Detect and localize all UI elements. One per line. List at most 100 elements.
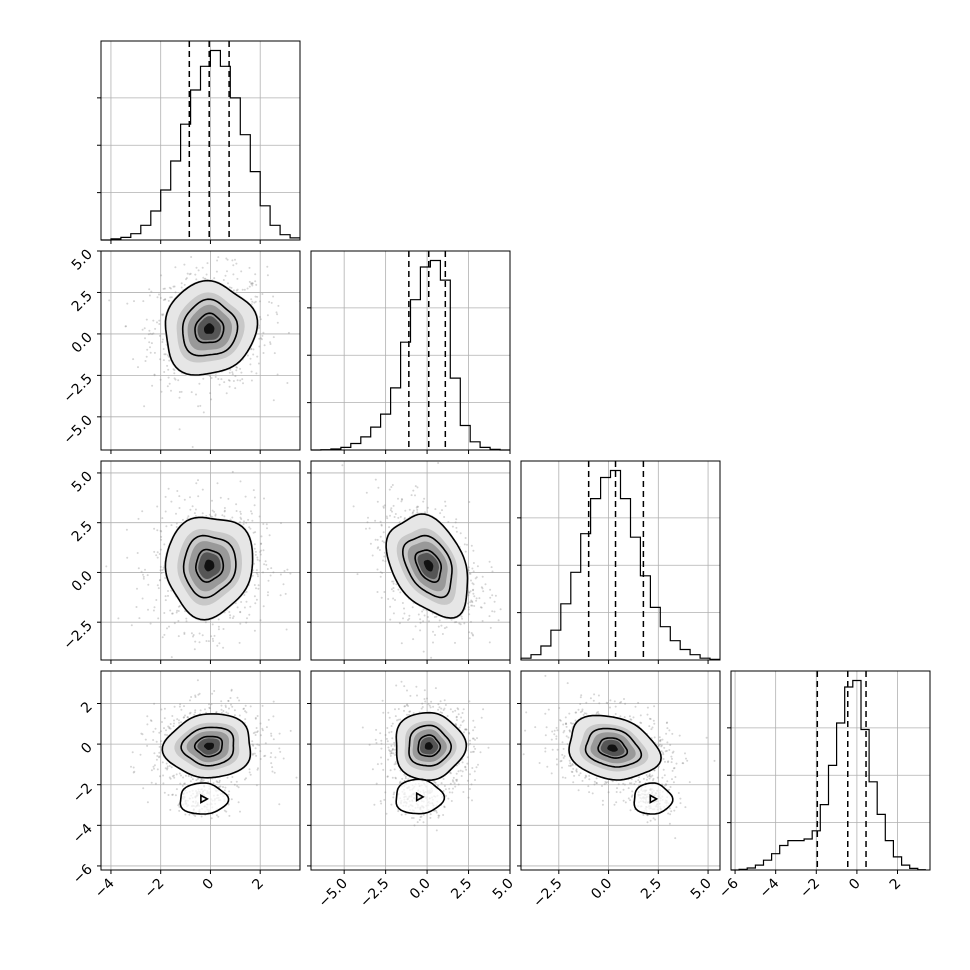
scatter-point bbox=[197, 405, 200, 408]
scatter-point bbox=[454, 641, 456, 644]
scatter-point bbox=[388, 749, 391, 752]
scatter-point bbox=[190, 391, 193, 394]
scatter-point bbox=[391, 510, 393, 513]
scatter-point bbox=[173, 722, 175, 725]
scatter-point bbox=[409, 710, 412, 713]
scatter-point bbox=[258, 744, 261, 747]
scatter-point bbox=[168, 625, 170, 628]
scatter-point bbox=[167, 594, 169, 597]
scatter-point bbox=[239, 611, 242, 614]
scatter-point bbox=[460, 716, 463, 719]
scatter-point bbox=[237, 786, 240, 789]
scatter-point bbox=[437, 462, 440, 464]
scatter-point bbox=[251, 743, 254, 746]
scatter-point bbox=[146, 723, 149, 726]
scatter-point bbox=[218, 785, 221, 788]
hist-panel-3 bbox=[727, 670, 931, 874]
scatter-point bbox=[470, 751, 472, 754]
scatter-point bbox=[451, 779, 454, 782]
contour-0 bbox=[193, 735, 223, 758]
scatter-point bbox=[389, 618, 392, 621]
scatter-point bbox=[459, 769, 462, 772]
scatter-point bbox=[235, 262, 238, 265]
scatter-point bbox=[230, 798, 233, 801]
scatter-point bbox=[195, 278, 198, 281]
scatter-point bbox=[399, 591, 402, 594]
scatter-point bbox=[216, 259, 219, 262]
scatter-point bbox=[259, 758, 262, 760]
scatter-point bbox=[259, 316, 261, 318]
scatter-point bbox=[391, 484, 394, 486]
scatter-point bbox=[191, 446, 194, 448]
scatter-point bbox=[412, 712, 415, 715]
scatter-point bbox=[242, 523, 245, 525]
scatter-point bbox=[169, 609, 172, 612]
scatter-point bbox=[393, 768, 396, 771]
scatter-point bbox=[228, 707, 230, 710]
scatter-point bbox=[172, 774, 175, 777]
scatter-point bbox=[200, 778, 203, 781]
scatter-point bbox=[140, 732, 143, 735]
scatter-point bbox=[366, 521, 369, 524]
scatter-point bbox=[145, 355, 148, 358]
scatter-point bbox=[160, 390, 163, 393]
scatter-point bbox=[251, 300, 254, 303]
scatter-point bbox=[442, 814, 445, 816]
scatter-point bbox=[256, 573, 259, 576]
scatter-point bbox=[184, 774, 187, 777]
scatter-point bbox=[272, 295, 275, 298]
scatter-point bbox=[170, 500, 173, 503]
scatter-point bbox=[394, 776, 397, 779]
scatter-point bbox=[149, 719, 152, 722]
scatter-point bbox=[254, 731, 257, 734]
scatter-point bbox=[461, 770, 464, 773]
scatter-point bbox=[447, 797, 450, 800]
scatter-point bbox=[239, 367, 242, 370]
scatter-point bbox=[243, 288, 246, 291]
scatter-point bbox=[209, 707, 211, 710]
scatter-point bbox=[260, 542, 263, 545]
scatter-point bbox=[191, 505, 194, 508]
scatter-point bbox=[140, 570, 143, 573]
scatter-point bbox=[194, 711, 197, 714]
scatter-point bbox=[412, 509, 415, 512]
scatter-point bbox=[153, 764, 156, 767]
scatter-point bbox=[181, 518, 184, 521]
scatter-point bbox=[459, 532, 462, 535]
scatter-point bbox=[466, 543, 468, 546]
scatter-point bbox=[466, 762, 469, 765]
scatter-point bbox=[259, 553, 262, 556]
scatter-point bbox=[184, 714, 186, 717]
hist-panel-1 bbox=[307, 250, 511, 454]
scatter-point bbox=[166, 768, 169, 771]
scatter-point bbox=[406, 689, 408, 692]
pair-panel-2-1 bbox=[307, 460, 511, 664]
scatter-point bbox=[160, 535, 163, 538]
scatter-point bbox=[196, 679, 199, 682]
scatter-point bbox=[228, 790, 231, 793]
scatter-point bbox=[265, 726, 268, 729]
scatter-point bbox=[164, 595, 167, 598]
scatter-point bbox=[255, 754, 258, 757]
scatter-point bbox=[227, 282, 229, 285]
scatter-point bbox=[241, 288, 244, 291]
scatter-point bbox=[270, 301, 273, 304]
scatter-point bbox=[467, 602, 470, 605]
scatter-point bbox=[415, 506, 418, 509]
scatter-point bbox=[251, 519, 254, 522]
scatter-point bbox=[394, 777, 397, 780]
scatter-point bbox=[368, 527, 371, 530]
scatter-point bbox=[461, 617, 464, 620]
scatter-point bbox=[295, 776, 298, 779]
scatter-point bbox=[228, 814, 231, 817]
scatter-point bbox=[136, 552, 139, 554]
pair-panel-3-0 bbox=[97, 670, 301, 874]
scatter-point bbox=[246, 617, 248, 620]
scatter-point bbox=[266, 314, 269, 317]
scatter-point bbox=[219, 496, 222, 499]
scatter-point bbox=[223, 507, 226, 509]
scatter-point bbox=[390, 750, 393, 753]
scatter-point bbox=[477, 763, 479, 766]
scatter-point bbox=[461, 720, 464, 723]
scatter-point bbox=[239, 379, 242, 382]
